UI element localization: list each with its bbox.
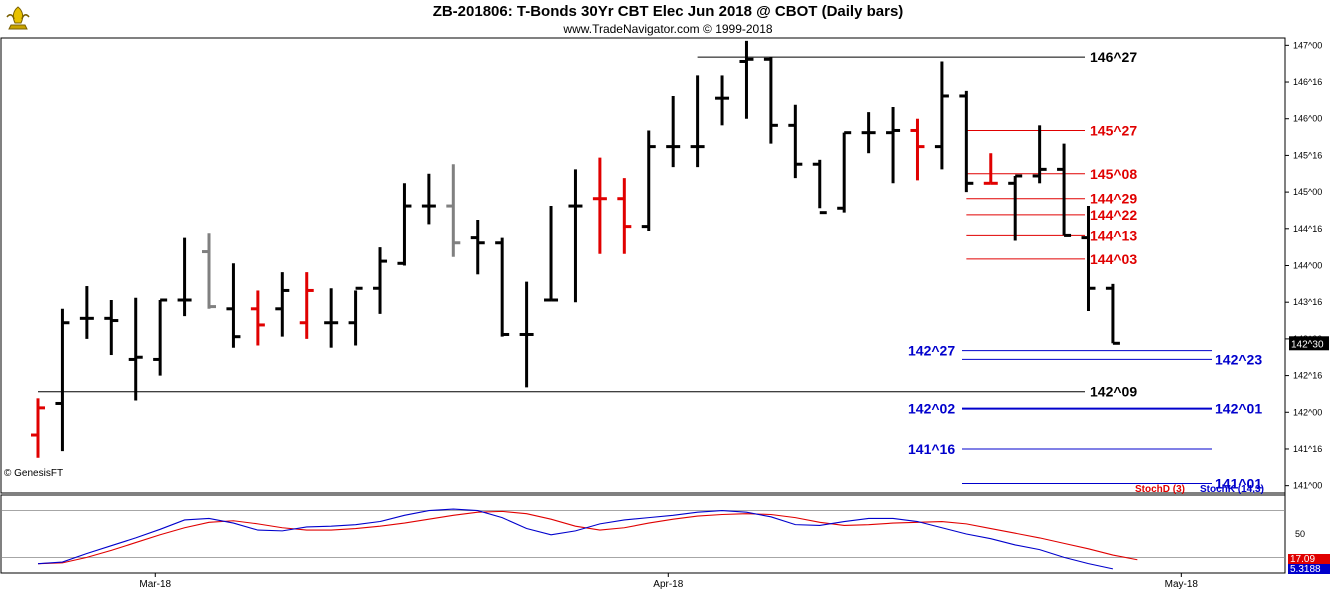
ohlc-bar (470, 220, 485, 275)
level-label: 142^09 (1090, 384, 1137, 400)
stoch-pane-frame (0, 494, 1286, 574)
ohlc-bar (104, 299, 119, 356)
level-label: 144^13 (1090, 227, 1137, 243)
x-tick-label: Apr-18 (653, 579, 683, 590)
ohlc-bar (177, 237, 192, 317)
level-label: 144^22 (1090, 207, 1137, 223)
ohlc-bar (959, 90, 974, 193)
level-label: 146^27 (1090, 49, 1137, 65)
ohlc-bar (861, 112, 876, 154)
x-tick-label: May-18 (1165, 579, 1199, 590)
chart-subtitle: www.TradeNavigator.com © 1999-2018 (563, 22, 773, 36)
ohlc-bar (1008, 174, 1023, 241)
ohlc-bar (617, 178, 632, 254)
ohlc-bar (153, 298, 168, 376)
ohlc-bar (641, 130, 656, 232)
data-credit: © GenesisFT (4, 468, 64, 479)
y-tick-label: 144^00 (1293, 261, 1322, 271)
blue-level-left-label: 142^27 (908, 343, 955, 359)
ohlc-bar (568, 169, 583, 303)
ohlc-bar (421, 173, 436, 225)
ohlc-bar (299, 272, 314, 339)
ohlc-bar (495, 237, 510, 337)
ohlc-bar (373, 247, 388, 314)
ohlc-bar (250, 290, 265, 346)
ohlc-bar (1105, 283, 1120, 345)
ohlc-bar (446, 164, 461, 257)
ohlc-bar (128, 297, 143, 401)
last-price-box (1289, 336, 1329, 351)
stoch-k-label: StochK (14,3) (1200, 484, 1264, 495)
ohlc-bar (275, 272, 290, 337)
ohlc-bar (983, 153, 998, 185)
ohlc-bar (1057, 143, 1072, 237)
ohlc-bar (715, 75, 730, 126)
stoch-d-line (37, 510, 1138, 565)
y-tick-label: 143^16 (1293, 297, 1322, 307)
ohlc-bar (348, 286, 363, 346)
ohlc-bar (544, 206, 559, 302)
ohlc-bar (31, 398, 45, 458)
y-tick-label: 141^00 (1293, 481, 1322, 491)
stoch-k-value-box (1288, 564, 1330, 574)
level-label: 145^27 (1090, 122, 1137, 138)
last-price-label: 142^30 (1291, 339, 1324, 350)
blue-level-left-label: 141^16 (908, 441, 955, 457)
blue-level-left-label: 142^02 (908, 401, 955, 417)
stoch-tick-label: 50 (1295, 529, 1305, 539)
blue-level-right-label: 142^23 (1215, 351, 1262, 367)
ohlc-bar (592, 157, 607, 254)
y-tick-label: 141^16 (1293, 444, 1322, 454)
genesis-logo-icon (6, 6, 30, 30)
ohlc-bar (690, 75, 705, 168)
ohlc-bar (910, 118, 925, 181)
y-tick-label: 142^00 (1293, 407, 1322, 417)
x-tick-label: Mar-18 (139, 579, 171, 590)
y-tick-label: 142^16 (1293, 371, 1322, 381)
ohlc-bar (79, 286, 94, 339)
ohlc-bar (666, 95, 681, 168)
ohlc-bar (55, 308, 70, 452)
stoch-d-label: StochD (3) (1135, 484, 1185, 495)
ohlc-bar (934, 61, 949, 170)
blue-level-right-label: 142^01 (1215, 401, 1262, 417)
ohlc-bar (1081, 206, 1096, 311)
y-tick-label: 147^00 (1293, 40, 1322, 50)
ohlc-bar (226, 263, 241, 348)
y-tick-label: 146^16 (1293, 77, 1322, 87)
ohlc-bar (837, 131, 852, 213)
y-tick-label: 145^00 (1293, 187, 1322, 197)
blue-level-right-label: 141^01 (1215, 475, 1262, 491)
stoch-k-line (37, 508, 1114, 570)
ohlc-bar (763, 57, 778, 144)
ohlc-bar (324, 288, 339, 348)
y-tick-label: 144^16 (1293, 224, 1322, 234)
ohlc-bar (519, 281, 534, 388)
ohlc-bar (1032, 125, 1047, 184)
stoch-d-value-box (1288, 554, 1330, 564)
y-tick-label: 146^00 (1293, 114, 1322, 124)
ohlc-bar (812, 159, 827, 215)
chart-title: ZB-201806: T-Bonds 30Yr CBT Elec Jun 201… (432, 3, 904, 20)
stoch-d-value: 17.09 (1290, 554, 1315, 565)
level-label: 144^03 (1090, 251, 1137, 267)
y-tick-label: 145^16 (1293, 150, 1322, 160)
stoch-k-value: 5.3188 (1290, 564, 1321, 575)
ohlc-bar (886, 106, 901, 184)
level-label: 144^29 (1090, 191, 1137, 207)
ohlc-bar (788, 104, 803, 179)
ohlc-bar (397, 183, 412, 266)
ohlc-bar (202, 233, 217, 309)
ohlc-bar (739, 40, 754, 119)
level-label: 145^08 (1090, 166, 1137, 182)
